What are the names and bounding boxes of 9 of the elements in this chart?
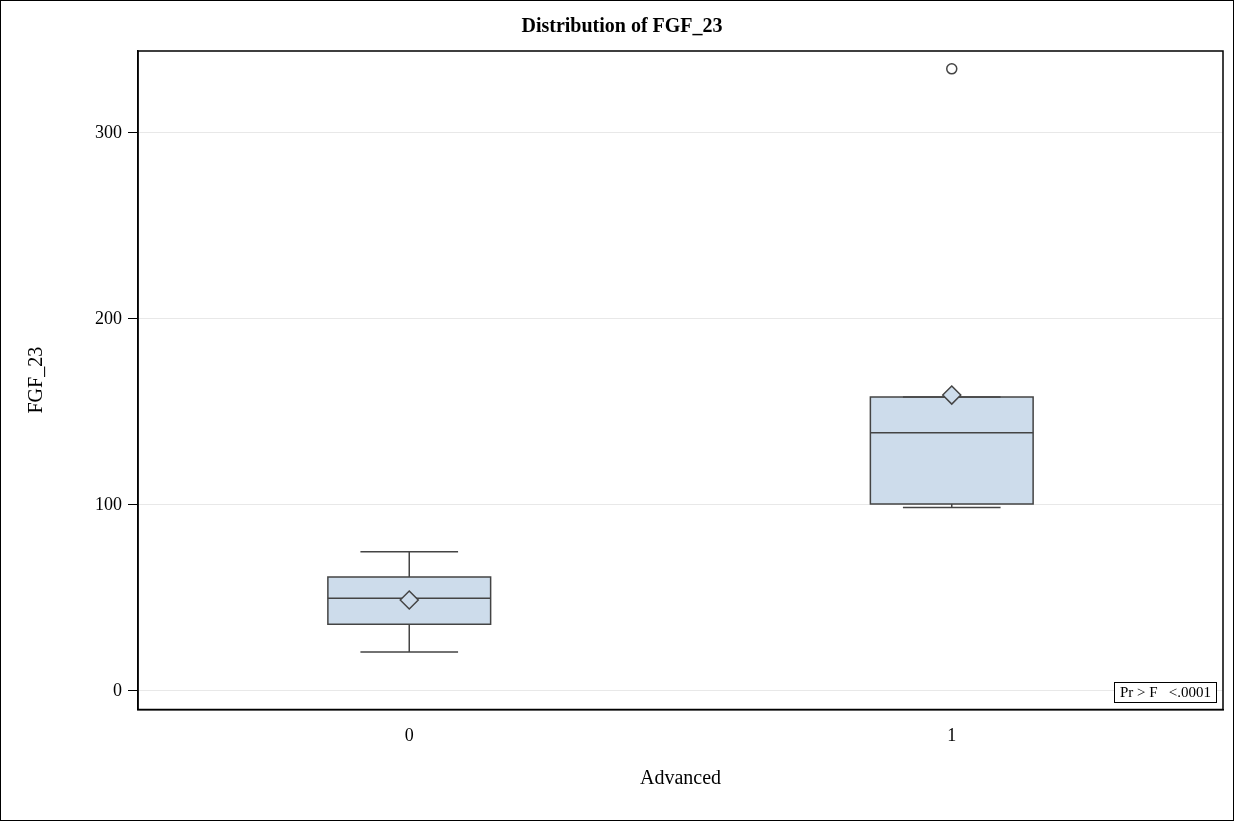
y-tick-label: 0 (113, 679, 122, 700)
chart-title: Distribution of FGF_23 (521, 14, 723, 37)
x-axis-title: Advanced (639, 766, 722, 789)
y-tick-label: 200 (95, 307, 122, 328)
annotation: Pr > F <.0001 (1113, 682, 1217, 704)
y-tick-label: 100 (95, 493, 122, 514)
x-tick-label: 1 (947, 724, 957, 745)
y-axis-title: FGF_23 (24, 346, 47, 414)
y-tick-label: 300 (95, 121, 122, 142)
